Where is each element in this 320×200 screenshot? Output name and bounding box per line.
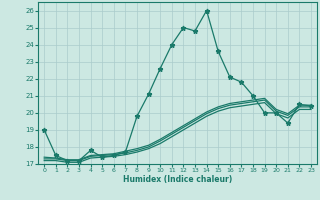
X-axis label: Humidex (Indice chaleur): Humidex (Indice chaleur) bbox=[123, 175, 232, 184]
